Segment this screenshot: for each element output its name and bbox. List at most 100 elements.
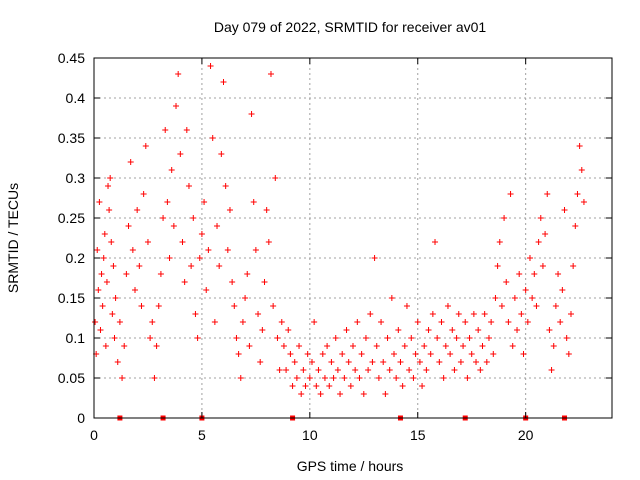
data-point bbox=[311, 319, 318, 325]
data-point bbox=[270, 303, 277, 309]
data-point bbox=[419, 383, 426, 389]
data-point bbox=[134, 207, 141, 213]
data-point bbox=[205, 247, 212, 253]
data-point bbox=[98, 271, 105, 277]
data-point bbox=[416, 359, 423, 365]
data-point bbox=[99, 303, 106, 309]
data-point bbox=[170, 223, 177, 229]
data-point bbox=[267, 71, 274, 77]
data-point bbox=[345, 359, 352, 365]
data-point bbox=[576, 143, 583, 149]
y-tick-label: 0.25 bbox=[58, 210, 85, 226]
data-point bbox=[350, 343, 356, 349]
data-point bbox=[466, 335, 473, 341]
data-point bbox=[108, 239, 115, 245]
y-tick-label: 0.3 bbox=[66, 170, 86, 186]
data-point bbox=[546, 327, 553, 333]
data-point bbox=[250, 199, 257, 205]
data-point bbox=[559, 287, 566, 293]
data-points bbox=[92, 63, 587, 397]
data-point bbox=[550, 343, 557, 349]
data-point bbox=[475, 327, 482, 333]
data-point bbox=[102, 343, 109, 349]
data-point bbox=[442, 343, 449, 349]
data-point bbox=[552, 303, 559, 309]
data-point bbox=[319, 351, 326, 357]
data-point bbox=[107, 175, 114, 181]
data-point bbox=[425, 327, 432, 333]
data-point bbox=[246, 343, 253, 349]
data-point bbox=[490, 351, 497, 357]
data-point bbox=[347, 383, 354, 389]
data-point bbox=[276, 367, 283, 373]
data-point bbox=[315, 367, 322, 373]
data-point bbox=[449, 327, 456, 333]
y-tick-label: 0.35 bbox=[58, 130, 85, 146]
x-tick-label: 5 bbox=[198, 427, 206, 443]
data-point bbox=[539, 263, 546, 269]
data-point bbox=[341, 375, 348, 381]
data-point bbox=[365, 367, 372, 373]
data-point bbox=[114, 359, 121, 365]
data-point bbox=[324, 343, 331, 349]
data-point bbox=[578, 167, 585, 173]
data-point bbox=[358, 351, 365, 357]
data-point bbox=[144, 239, 151, 245]
data-point bbox=[265, 239, 272, 245]
y-tick-label: 0.2 bbox=[66, 250, 86, 266]
data-point bbox=[94, 247, 101, 253]
data-point bbox=[321, 375, 328, 381]
data-point bbox=[283, 367, 290, 373]
data-point bbox=[507, 191, 514, 197]
data-point bbox=[313, 383, 320, 389]
data-point bbox=[261, 279, 268, 285]
data-point bbox=[326, 383, 333, 389]
data-point bbox=[388, 295, 395, 301]
data-point bbox=[520, 351, 527, 357]
data-point bbox=[453, 335, 460, 341]
data-point bbox=[157, 271, 164, 277]
data-point bbox=[257, 359, 264, 365]
data-point bbox=[444, 303, 451, 309]
data-point bbox=[522, 287, 529, 293]
data-point bbox=[162, 127, 169, 133]
data-point bbox=[485, 335, 492, 341]
data-point bbox=[201, 199, 208, 205]
data-point bbox=[464, 375, 471, 381]
data-point bbox=[302, 383, 309, 389]
y-tick-labels: 0 0.05 0.1 0.15 0.2 0.25 0.3 0.35 0.4 0.45 bbox=[58, 50, 85, 426]
data-point bbox=[92, 319, 99, 325]
data-point bbox=[565, 351, 572, 357]
data-point bbox=[317, 391, 324, 397]
data-point bbox=[263, 207, 270, 213]
data-point bbox=[555, 271, 562, 277]
y-tick-label: 0.15 bbox=[58, 290, 85, 306]
data-point bbox=[100, 255, 107, 261]
data-point bbox=[291, 359, 298, 365]
data-point bbox=[252, 247, 259, 253]
data-point bbox=[397, 359, 404, 365]
data-point bbox=[198, 231, 205, 237]
data-point bbox=[334, 367, 341, 373]
data-point bbox=[498, 303, 505, 309]
data-point bbox=[440, 375, 447, 381]
ticks bbox=[93, 57, 612, 419]
data-point bbox=[373, 343, 380, 349]
data-point bbox=[514, 327, 521, 333]
data-point bbox=[119, 375, 126, 381]
data-point bbox=[362, 335, 369, 341]
y-tick-label: 0 bbox=[77, 410, 85, 426]
x-tick-labels: 0 5 10 15 20 bbox=[90, 427, 534, 443]
data-point bbox=[561, 207, 568, 213]
data-point bbox=[229, 279, 236, 285]
data-point bbox=[479, 343, 486, 349]
data-point bbox=[395, 327, 402, 333]
data-point bbox=[384, 335, 391, 341]
data-point bbox=[563, 335, 570, 341]
data-point bbox=[173, 103, 180, 109]
data-point bbox=[239, 319, 246, 325]
data-point bbox=[285, 327, 292, 333]
data-point bbox=[462, 319, 469, 325]
data-point bbox=[216, 263, 223, 269]
